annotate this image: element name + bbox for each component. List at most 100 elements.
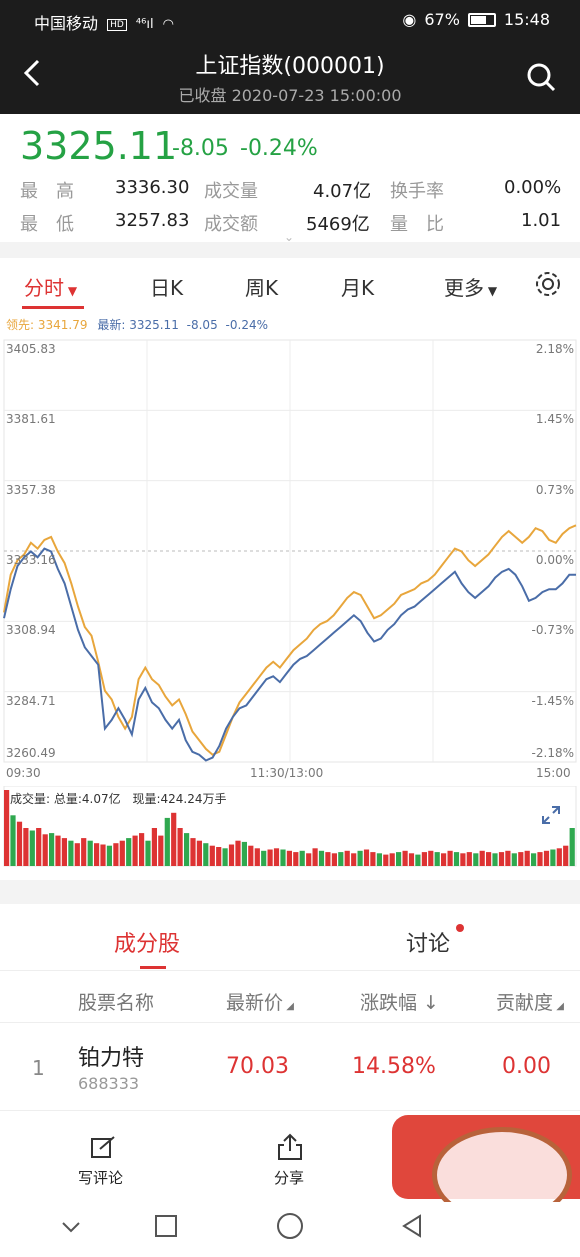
stock-name: 铂力特 [78,1046,145,1071]
divider [0,242,580,258]
y-tick-right: 0.00% [535,553,574,567]
high-value: 3336.30 [115,177,190,198]
tab-daily-k[interactable]: 日K [150,276,184,300]
tab-intraday[interactable]: 分时 ▼ [24,276,78,300]
expand-chevron-icon[interactable]: ⌄ [284,230,295,244]
volume-bar [49,833,55,866]
active-tab-indicator [140,966,166,969]
volume-label: 成交量 [204,181,258,202]
volume-bar [248,845,254,866]
edit-icon[interactable] [90,1135,116,1161]
volume-bar [190,838,196,866]
volume-bar [280,849,286,866]
volume-bar [55,835,61,866]
share-icon[interactable] [276,1133,304,1161]
volume-bar [151,828,157,866]
volume-bar [42,834,48,866]
y-tick-right: -2.18% [531,746,574,760]
nav-back-icon[interactable] [400,1214,424,1238]
volume-bar [376,853,382,866]
amount-label: 成交额 [204,214,258,235]
turnover-value: 0.00% [504,177,562,198]
nav-recents-icon[interactable] [154,1214,178,1238]
back-arrow-icon[interactable] [18,58,48,88]
volume-bar [235,840,241,866]
volume-bar [306,853,312,866]
volume-bar [222,848,228,866]
volume-bar [511,853,517,866]
volume-bar [94,843,100,866]
col-header-pct[interactable]: 涨跌幅 ↓ [360,992,439,1014]
volume-bar [196,840,202,866]
volume-bar [338,852,344,866]
col-header-price[interactable]: 最新价 ◢ [226,992,294,1014]
volume-bar [421,852,427,866]
volume-bar [273,848,280,866]
volume-legend: 成交量: 总量:4.07亿 现量:424.24万手 [10,792,227,806]
volume-bar [184,833,190,866]
tab-weekly-k[interactable]: 周K [245,276,279,300]
volume-bar [498,852,505,866]
y-tick-right: 1.45% [535,412,574,427]
stock-contrib: 0.00 [502,1054,551,1079]
volume-bar [68,840,74,866]
ratio-label: 量 比 [390,214,444,235]
volume-bar [486,852,492,866]
nav-home-icon[interactable] [276,1212,304,1240]
volume-bar [61,838,67,866]
volume-bar [428,850,434,866]
nav-chevron-down-icon[interactable] [60,1218,82,1236]
volume-bar [351,853,357,866]
volume-bar [106,845,112,866]
x-tick-close: 15:00 [536,766,571,780]
col-header-name[interactable]: 股票名称 [78,992,155,1014]
y-tick-left: 3405.83 [6,342,56,356]
volume-bar [87,840,93,866]
share-button[interactable]: 分享 [274,1169,305,1187]
volume-bar [389,853,395,866]
volume-bar [203,843,209,866]
stock-code: 688333 [78,1074,140,1093]
tab-monthly-k[interactable]: 月K [341,276,375,300]
latest-value: 3325.11 [129,318,179,332]
intraday-chart[interactable] [0,338,580,768]
series-line-最新 [3,547,576,762]
volume-bar [164,817,170,866]
volume-bar [460,853,466,866]
y-tick-left: 3381.61 [6,412,56,427]
settings-gear-icon[interactable] [534,270,562,298]
volume-bar [312,848,318,866]
y-tick-right: 0.73% [535,482,574,497]
battery-icon [467,12,496,27]
unread-dot [456,924,464,932]
volume-bar [318,850,325,866]
volume-bar [441,853,447,866]
fullscreen-expand-icon[interactable] [540,804,562,826]
tab-more[interactable]: 更多 ▼ [444,276,498,300]
volume-bar [408,853,415,866]
search-icon[interactable] [524,60,558,94]
volume-value: 4.07亿 [313,181,372,202]
volume-bar [569,828,575,866]
tab-components[interactable]: 成分股 [114,932,181,957]
volume-bar [29,830,35,866]
volume-bar [293,852,299,866]
volume-bar [396,852,402,866]
volume-bar [241,841,247,866]
volume-bar [81,838,87,866]
volume-chart [3,786,577,867]
volume-bar [299,850,305,866]
chart-tabs: 分时 ▼ 日K 周K 月K 更多 ▼ [0,262,580,306]
write-comment-button[interactable]: 写评论 [78,1169,124,1187]
volume-bar [344,850,350,866]
volume-bar [505,850,511,866]
tab-discuss[interactable]: 讨论 [406,932,451,957]
col-header-contrib[interactable]: 贡献度 ◢ [496,992,564,1014]
volume-bar [434,852,440,866]
ratio-value: 1.01 [521,210,562,231]
volume-bar [113,843,119,866]
eye-icon: ◉ [402,10,417,29]
volume-bar [139,833,145,866]
volume-bar [524,850,530,866]
volume-bar [492,853,498,866]
